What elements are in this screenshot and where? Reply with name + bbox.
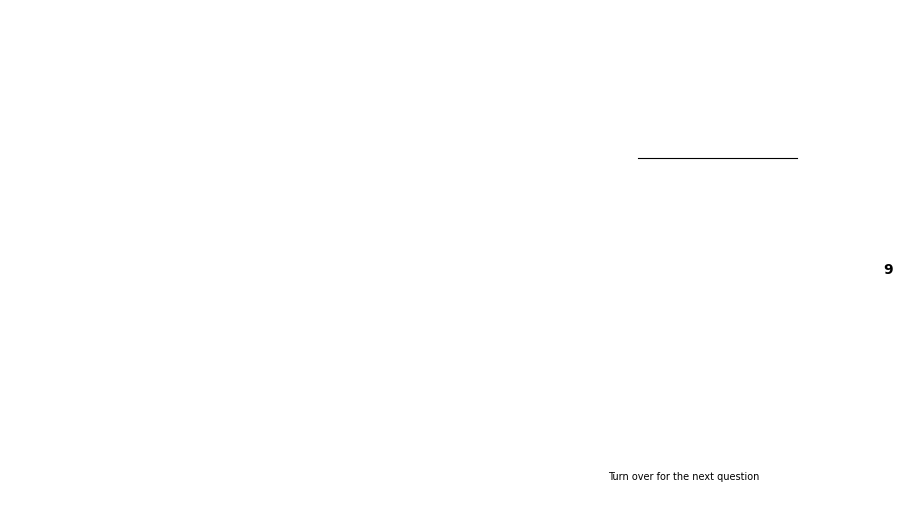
Text: (i)    the charge, in coulombs, passing through the battery in this time,: (i) the charge, in coulombs, passing thr… — [510, 33, 814, 42]
Text: shows a low-voltage lighting circuit that includes three identical 12V, 36W lamp: shows a low-voltage lighting circuit tha… — [87, 13, 441, 22]
Text: Calculate: Calculate — [510, 26, 553, 35]
Text: When both switches are closed, the total current: When both switches are closed, the total… — [496, 148, 738, 157]
Text: $Q = 9 \times 75600$: $Q = 9 \times 75600$ — [569, 51, 653, 65]
FancyBboxPatch shape — [882, 8, 898, 13]
Text: 1   (b): 1 (b) — [469, 33, 498, 43]
Text: (3 marks): (3 marks) — [855, 121, 899, 130]
Text: $I = 9$: $I = 9$ — [656, 36, 681, 48]
FancyBboxPatch shape — [460, 5, 902, 504]
Text: $P = \frac{V^2}{R}$: $P = \frac{V^2}{R}$ — [64, 210, 96, 230]
Text: Z: Z — [284, 188, 290, 197]
Text: Figure 1: Figure 1 — [27, 13, 75, 23]
Text: $I = \frac{12}{1.33}$: $I = \frac{12}{1.33}$ — [574, 27, 610, 48]
Text: When switch S₁ is closed and S₂ is open, the battery can light lamp X at full br: When switch S₁ is closed and S₂ is open,… — [510, 13, 885, 22]
Text: X, Y and Z, and a 12.0V battery of negligible internal resistance.: X, Y and Z, and a 12.0V battery of negli… — [27, 19, 304, 29]
Text: $Q = It$: $Q = It$ — [510, 51, 547, 65]
Text: pates provided.: pates provided. — [200, 3, 266, 12]
Text: (a)   (ii)   the total resistance of the circuit when both switches are closed.: (a) (ii) the total resistance of the cir… — [38, 257, 374, 266]
Text: 1   (b): 1 (b) — [469, 81, 498, 92]
Text: Turn over for the next question: Turn over for the next question — [608, 471, 759, 481]
Text: (ii)   the energy supplied by the battery in this time: (ii) the energy supplied by the battery … — [510, 81, 732, 91]
Text: triple current is needed: triple current is needed — [496, 183, 614, 192]
Text: $R = 4\Omega$: $R = 4\Omega$ — [351, 217, 392, 230]
Text: $R = \frac{144}{36}$: $R = \frac{144}{36}$ — [251, 209, 289, 230]
Text: 12.0 V: 12.0 V — [211, 48, 241, 57]
Text: 1: 1 — [12, 204, 18, 214]
Text: Y: Y — [284, 100, 290, 109]
FancyBboxPatch shape — [882, 14, 898, 19]
Text: $\frac{1}{R_T} = \frac{1}{4} + \frac{1}{4} + \frac{1}{4}$: $\frac{1}{R_T} = \frac{1}{4} + \frac{1}{… — [46, 247, 117, 270]
Text: $R = \frac{V^2}{P}$: $R = \frac{V^2}{P}$ — [159, 210, 192, 230]
Text: (3 marks): (3 marks) — [855, 194, 899, 204]
Text: the time as triple the 3 lamps are connected and: the time as triple the 3 lamps are conne… — [496, 176, 737, 185]
Text: (3 marks): (3 marks) — [398, 472, 442, 481]
Text: 1: 1 — [12, 217, 18, 227]
Text: $E = \overline{47.70}\ \ 27684$: $E = \overline{47.70}\ \ 27684$ — [610, 78, 711, 94]
Text: (a)   Calculate: (a) Calculate — [38, 204, 107, 214]
Text: for as long. Therefore it will last a third of: for as long. Therefore it will last a th… — [496, 169, 705, 178]
Text: for 21 hours before it becomes discharged.: for 21 hours before it becomes discharge… — [510, 19, 697, 29]
Text: The battery cannot supply this increased current: The battery cannot supply this increased… — [496, 162, 739, 171]
Text: $Q = \widetilde{1878}\ 680400C$: $Q = \widetilde{1878}\ 680400C$ — [692, 48, 799, 65]
Text: for marking: for marking — [843, 4, 879, 9]
Text: Figure 1: Figure 1 — [199, 24, 248, 35]
Text: X: X — [271, 66, 276, 75]
Text: $R_T = 1.33\,\Omega$: $R_T = 1.33\,\Omega$ — [260, 254, 331, 270]
Text: 1   (b): 1 (b) — [469, 13, 498, 23]
Text: S₂: S₂ — [134, 207, 143, 216]
Text: $E = 12 \times 680400 = 8164800J$: $E = 12 \times 680400 = 8164800J$ — [510, 92, 689, 108]
Text: 1: 1 — [12, 13, 18, 23]
FancyBboxPatch shape — [882, 20, 898, 25]
Text: been closed.: been closed. — [510, 135, 565, 144]
Text: $I = \frac{V}{R}$: $I = \frac{V}{R}$ — [519, 27, 544, 48]
Text: 1: 1 — [12, 257, 18, 267]
Text: S₁: S₁ — [135, 32, 144, 41]
Text: Explain why the battery would light the lamps for about 7 hours if both switches: Explain why the battery would light the … — [510, 128, 876, 137]
Text: (a)   (i)   the resistance of each lamp when it is at normal brightness,: (a) (i) the resistance of each lamp when… — [38, 217, 351, 226]
FancyBboxPatch shape — [9, 5, 451, 504]
Text: 9: 9 — [884, 263, 893, 277]
Text: supplied increases. The increased current means: supplied increases. The increased curren… — [496, 155, 740, 164]
Text: $E = V \times Q$: $E = V \times Q$ — [510, 80, 568, 94]
Text: 1   (c): 1 (c) — [469, 128, 497, 138]
